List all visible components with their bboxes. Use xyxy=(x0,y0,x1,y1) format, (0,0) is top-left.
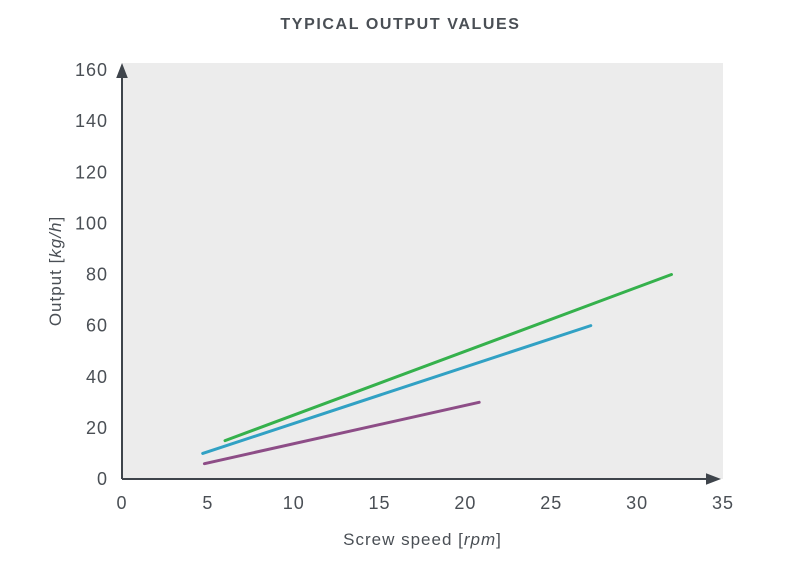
y-tick-label: 100 xyxy=(75,213,108,233)
y-tick-label: 160 xyxy=(75,60,108,80)
series-line-1 xyxy=(223,273,673,443)
x-tick-label: 20 xyxy=(454,493,476,513)
x-axis-label-bracket: ] xyxy=(496,530,502,549)
y-tick-label: 60 xyxy=(86,316,108,336)
y-tick-label: 80 xyxy=(86,265,108,285)
y-tick-label: 120 xyxy=(75,162,108,182)
y-tick-label: 0 xyxy=(97,469,108,489)
x-axis-label-text: Screw speed [ xyxy=(343,530,464,549)
y-tick-label: 140 xyxy=(75,111,108,131)
x-tick-label: 25 xyxy=(540,493,562,513)
x-tick-label: 35 xyxy=(712,493,734,513)
x-tick-label: 0 xyxy=(116,493,127,513)
y-tick-label: 20 xyxy=(86,418,108,438)
series-line-2 xyxy=(201,324,593,455)
y-axis-arrow-icon xyxy=(116,63,128,78)
x-axis-arrow-icon xyxy=(706,473,721,485)
x-axis-unit: rpm xyxy=(463,530,497,549)
x-tick-label: 30 xyxy=(626,493,648,513)
x-axis-label: Screw speed [rpm] xyxy=(122,530,723,550)
x-tick-label: 15 xyxy=(369,493,391,513)
y-tick-label: 40 xyxy=(86,367,108,387)
plot-area xyxy=(122,63,723,479)
chart-title: TYPICAL OUTPUT VALUES xyxy=(280,16,521,33)
x-tick-label: 5 xyxy=(202,493,213,513)
x-tick-label: 10 xyxy=(283,493,305,513)
series-line-3 xyxy=(202,400,481,466)
